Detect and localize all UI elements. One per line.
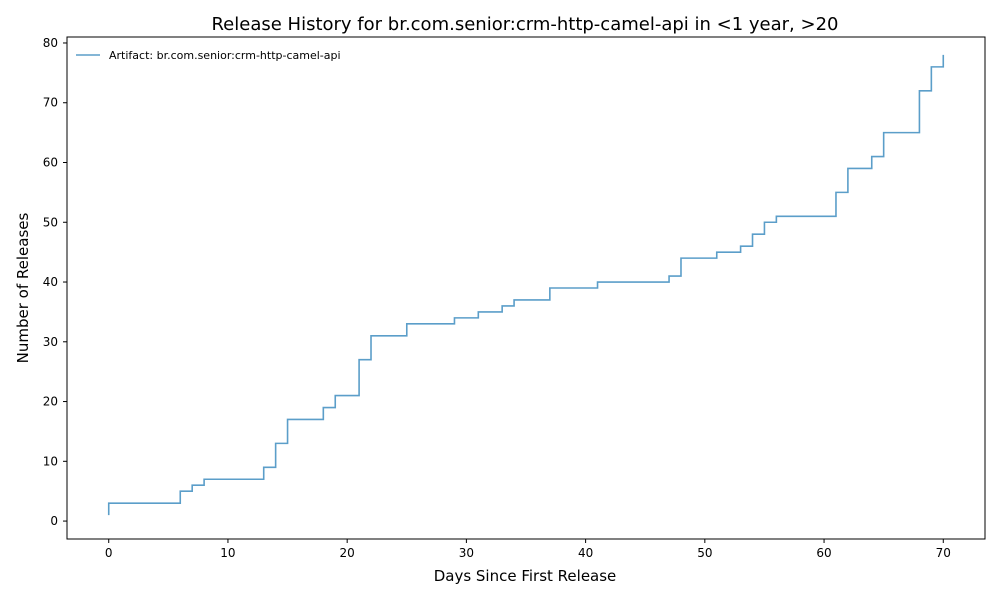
plot-frame <box>66 36 986 540</box>
data-point <box>370 335 372 337</box>
data-point <box>323 407 325 409</box>
data-point <box>179 490 181 492</box>
y-tick-label: 20 <box>43 395 58 409</box>
x-axis-title: Days Since First Release <box>434 567 617 585</box>
data-point <box>871 156 873 158</box>
data-point <box>597 281 599 283</box>
data-point <box>847 168 849 170</box>
data-point <box>358 359 360 361</box>
y-tick-label: 60 <box>43 156 58 170</box>
data-point <box>942 54 944 56</box>
y-tick-label: 70 <box>43 96 58 110</box>
data-point <box>108 502 110 504</box>
data-point <box>287 419 289 421</box>
y-tick-label: 50 <box>43 215 58 229</box>
x-tick-label: 50 <box>697 546 712 560</box>
data-point <box>406 323 408 325</box>
data-point <box>752 233 754 235</box>
data-point <box>931 66 933 68</box>
x-axis-ticks: 0 10 20 30 40 50 60 70 <box>105 539 951 560</box>
y-tick-label: 80 <box>43 36 58 50</box>
data-point <box>275 443 277 445</box>
chart-title: Release History for br.com.senior:crm-ht… <box>211 14 838 35</box>
x-tick-label: 20 <box>340 546 355 560</box>
y-tick-label: 0 <box>50 514 58 528</box>
data-point <box>776 215 778 217</box>
data-point <box>334 395 336 397</box>
x-tick-label: 40 <box>578 546 593 560</box>
series-layer <box>107 54 945 516</box>
x-tick-label: 30 <box>459 546 474 560</box>
x-tick-label: 70 <box>936 546 951 560</box>
data-point <box>513 299 515 301</box>
data-point <box>501 305 503 307</box>
y-axis-ticks: 0 10 20 30 40 50 60 70 80 <box>43 36 67 528</box>
data-point <box>680 257 682 259</box>
y-axis-title: Number of Releases <box>14 212 32 363</box>
data-point <box>835 192 837 194</box>
y-tick-label: 40 <box>43 275 58 289</box>
data-point <box>108 514 110 516</box>
data-point <box>764 221 766 223</box>
legend-label: Artifact: br.com.senior:crm-http-camel-a… <box>109 49 341 62</box>
series-line-0 <box>107 54 945 516</box>
data-point <box>454 317 456 319</box>
data-point <box>203 478 205 480</box>
data-point <box>263 466 265 468</box>
data-point <box>740 245 742 247</box>
plot-area: 0 10 20 30 40 50 60 70 0 10 20 30 40 50 60 70 80 <box>43 36 986 560</box>
y-tick-label: 10 <box>43 454 58 468</box>
y-tick-label: 30 <box>43 335 58 349</box>
data-point <box>191 484 193 486</box>
x-tick-label: 0 <box>105 546 113 560</box>
data-point <box>716 251 718 253</box>
data-point <box>883 132 885 134</box>
data-point <box>668 275 670 277</box>
x-tick-label: 10 <box>220 546 235 560</box>
data-point <box>478 311 480 313</box>
data-point <box>919 90 921 92</box>
x-tick-label: 60 <box>816 546 831 560</box>
data-point <box>549 287 551 289</box>
legend: Artifact: br.com.senior:crm-http-camel-a… <box>76 49 341 62</box>
